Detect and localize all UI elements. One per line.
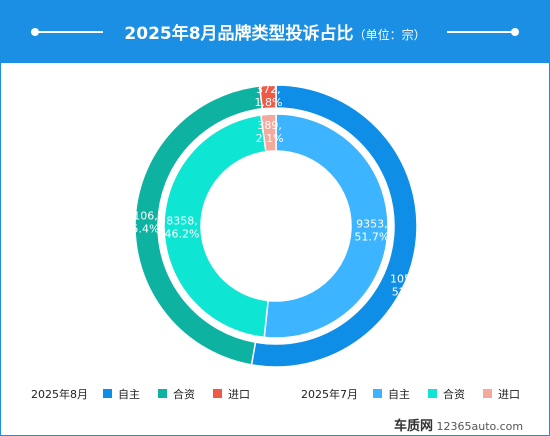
- data-label-value-outer-自主: 10594,: [390, 273, 429, 286]
- watermark-url: 12365auto.com: [436, 420, 524, 433]
- title-decor-line-right: [447, 31, 513, 33]
- data-label-percent-outer-自主: 52.8%: [392, 286, 427, 299]
- data-label-percent-inner-进口: 2.1%: [256, 132, 284, 145]
- legend-swatch-inner-合资[interactable]: [428, 389, 437, 398]
- slice-inner-合资[interactable]: [163, 114, 269, 339]
- watermark-logo: 车质网 12365auto.com: [394, 415, 523, 434]
- title-decor-dot-left: [31, 28, 39, 36]
- legend-series-2025年8月: 2025年8月: [31, 387, 88, 401]
- title-bar: 2025年8月品牌类型投诉占比（单位：宗）: [1, 1, 549, 63]
- legend-label-outer-合资[interactable]: 合资: [173, 387, 195, 401]
- legend-label-inner-进口[interactable]: 进口: [498, 388, 520, 401]
- title-decor-dot-right: [511, 28, 519, 36]
- legend-swatch-outer-自主[interactable]: [103, 389, 112, 398]
- legend-label-outer-进口[interactable]: 进口: [228, 388, 250, 401]
- slice-inner-自主[interactable]: [263, 113, 389, 339]
- chart-title: 2025年8月品牌类型投诉占比（单位：宗）: [1, 19, 549, 44]
- slice-inner-进口[interactable]: [260, 113, 277, 153]
- data-label-percent-outer-进口: 1.8%: [254, 96, 282, 109]
- data-label-value-outer-合资: 9106,: [126, 209, 158, 222]
- watermark-brand: 车质网: [394, 419, 434, 434]
- data-label-value-inner-进口: 389,: [257, 119, 282, 132]
- legend-label-inner-合资[interactable]: 合资: [443, 387, 465, 401]
- chart-title-main: 2025年8月品牌类型投诉占比: [124, 24, 354, 44]
- legend-label-inner-自主[interactable]: 自主: [388, 388, 410, 401]
- data-label-percent-inner-自主: 51.7%: [354, 231, 389, 244]
- chart-legend: 2025年8月 自主 合资 进口 2025年7月 自主 合资 进口: [31, 387, 520, 401]
- data-label-value-inner-自主: 9353,: [356, 218, 388, 231]
- slice-outer-进口[interactable]: [258, 84, 277, 110]
- legend-swatch-inner-自主[interactable]: [373, 389, 382, 398]
- legend-swatch-inner-进口[interactable]: [483, 389, 492, 398]
- donut-slices: [134, 84, 418, 368]
- data-label-percent-inner-合资: 46.2%: [165, 227, 200, 240]
- data-label-value-outer-进口: 372,: [256, 83, 281, 96]
- chart-title-unit: （单位：宗）: [353, 28, 426, 42]
- legend-swatch-outer-进口[interactable]: [213, 389, 222, 398]
- data-label-percent-outer-合资: 45.4%: [125, 222, 160, 235]
- donut-labels: 10594,52.8% 9106,45.4% 372,1.8% 9353,51.7% 8…: [125, 83, 429, 298]
- legend-series-2025年7月: 2025年7月: [301, 387, 358, 401]
- legend-swatch-outer-合资[interactable]: [158, 389, 167, 398]
- legend-label-outer-自主[interactable]: 自主: [118, 388, 140, 401]
- title-decor-line-left: [37, 31, 103, 33]
- data-label-value-inner-合资: 8358,: [166, 214, 198, 227]
